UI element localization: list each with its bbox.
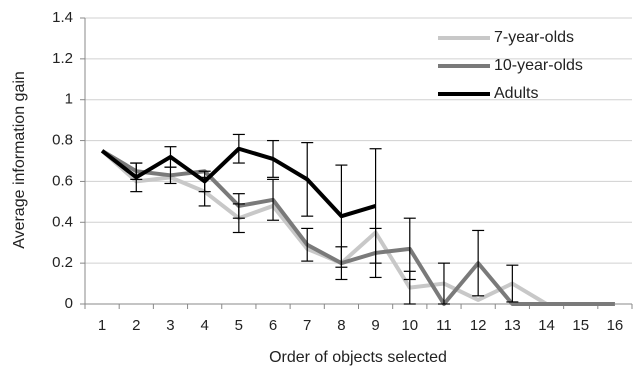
x-tick-label: 15 [572, 317, 589, 334]
error-bar [472, 229, 485, 297]
y-tick-label: 0.2 [52, 254, 73, 271]
y-tick-label: 0.6 [52, 172, 73, 189]
error-bar [198, 170, 211, 193]
error-bar [437, 262, 450, 305]
legend-label: Adults [494, 85, 538, 102]
x-tick-label: 10 [401, 317, 418, 334]
x-tick-label: 7 [303, 317, 311, 334]
error-bar [267, 178, 280, 221]
y-tick-label: 1.2 [52, 50, 73, 67]
error-bar [164, 146, 177, 168]
error-bar [301, 227, 314, 262]
x-tick-label: 12 [470, 317, 487, 334]
y-tick-label: 1 [65, 91, 73, 108]
x-tick-label: 6 [269, 317, 277, 334]
series-line [101, 149, 615, 306]
error-bar [232, 193, 245, 219]
x-tick-label: 11 [436, 317, 452, 334]
x-tick-label: 8 [337, 317, 345, 334]
x-tick-label: 2 [132, 317, 140, 334]
y-tick-label: 0.4 [52, 213, 73, 230]
y-axis-label: Average information gain [11, 71, 28, 249]
x-axis-label: Order of objects selected [269, 349, 447, 366]
series-line [100, 149, 615, 306]
y-tick-label: 0 [65, 295, 73, 312]
y-tick-label: 0.8 [52, 132, 73, 149]
x-tick-label: 1 [98, 317, 106, 334]
error-bar [130, 162, 143, 193]
x-tick-label: 16 [607, 317, 624, 334]
error-bar [335, 164, 348, 268]
x-tick-label: 13 [504, 317, 521, 334]
legend-label: 7-year-olds [494, 29, 574, 46]
y-tick-label: 1.4 [52, 9, 73, 26]
x-tick-label: 4 [200, 317, 208, 334]
legend-label: 10-year-olds [494, 57, 583, 74]
error-bar [369, 148, 382, 264]
x-tick-label: 5 [235, 317, 243, 334]
error-bar [301, 142, 314, 217]
x-tick-label: 9 [371, 317, 379, 334]
error-bar [267, 139, 280, 178]
error-bar [403, 217, 416, 281]
x-tick-label: 14 [538, 317, 555, 334]
x-tick-label: 3 [166, 317, 174, 334]
error-bar [232, 133, 245, 164]
error-bar [506, 264, 519, 303]
